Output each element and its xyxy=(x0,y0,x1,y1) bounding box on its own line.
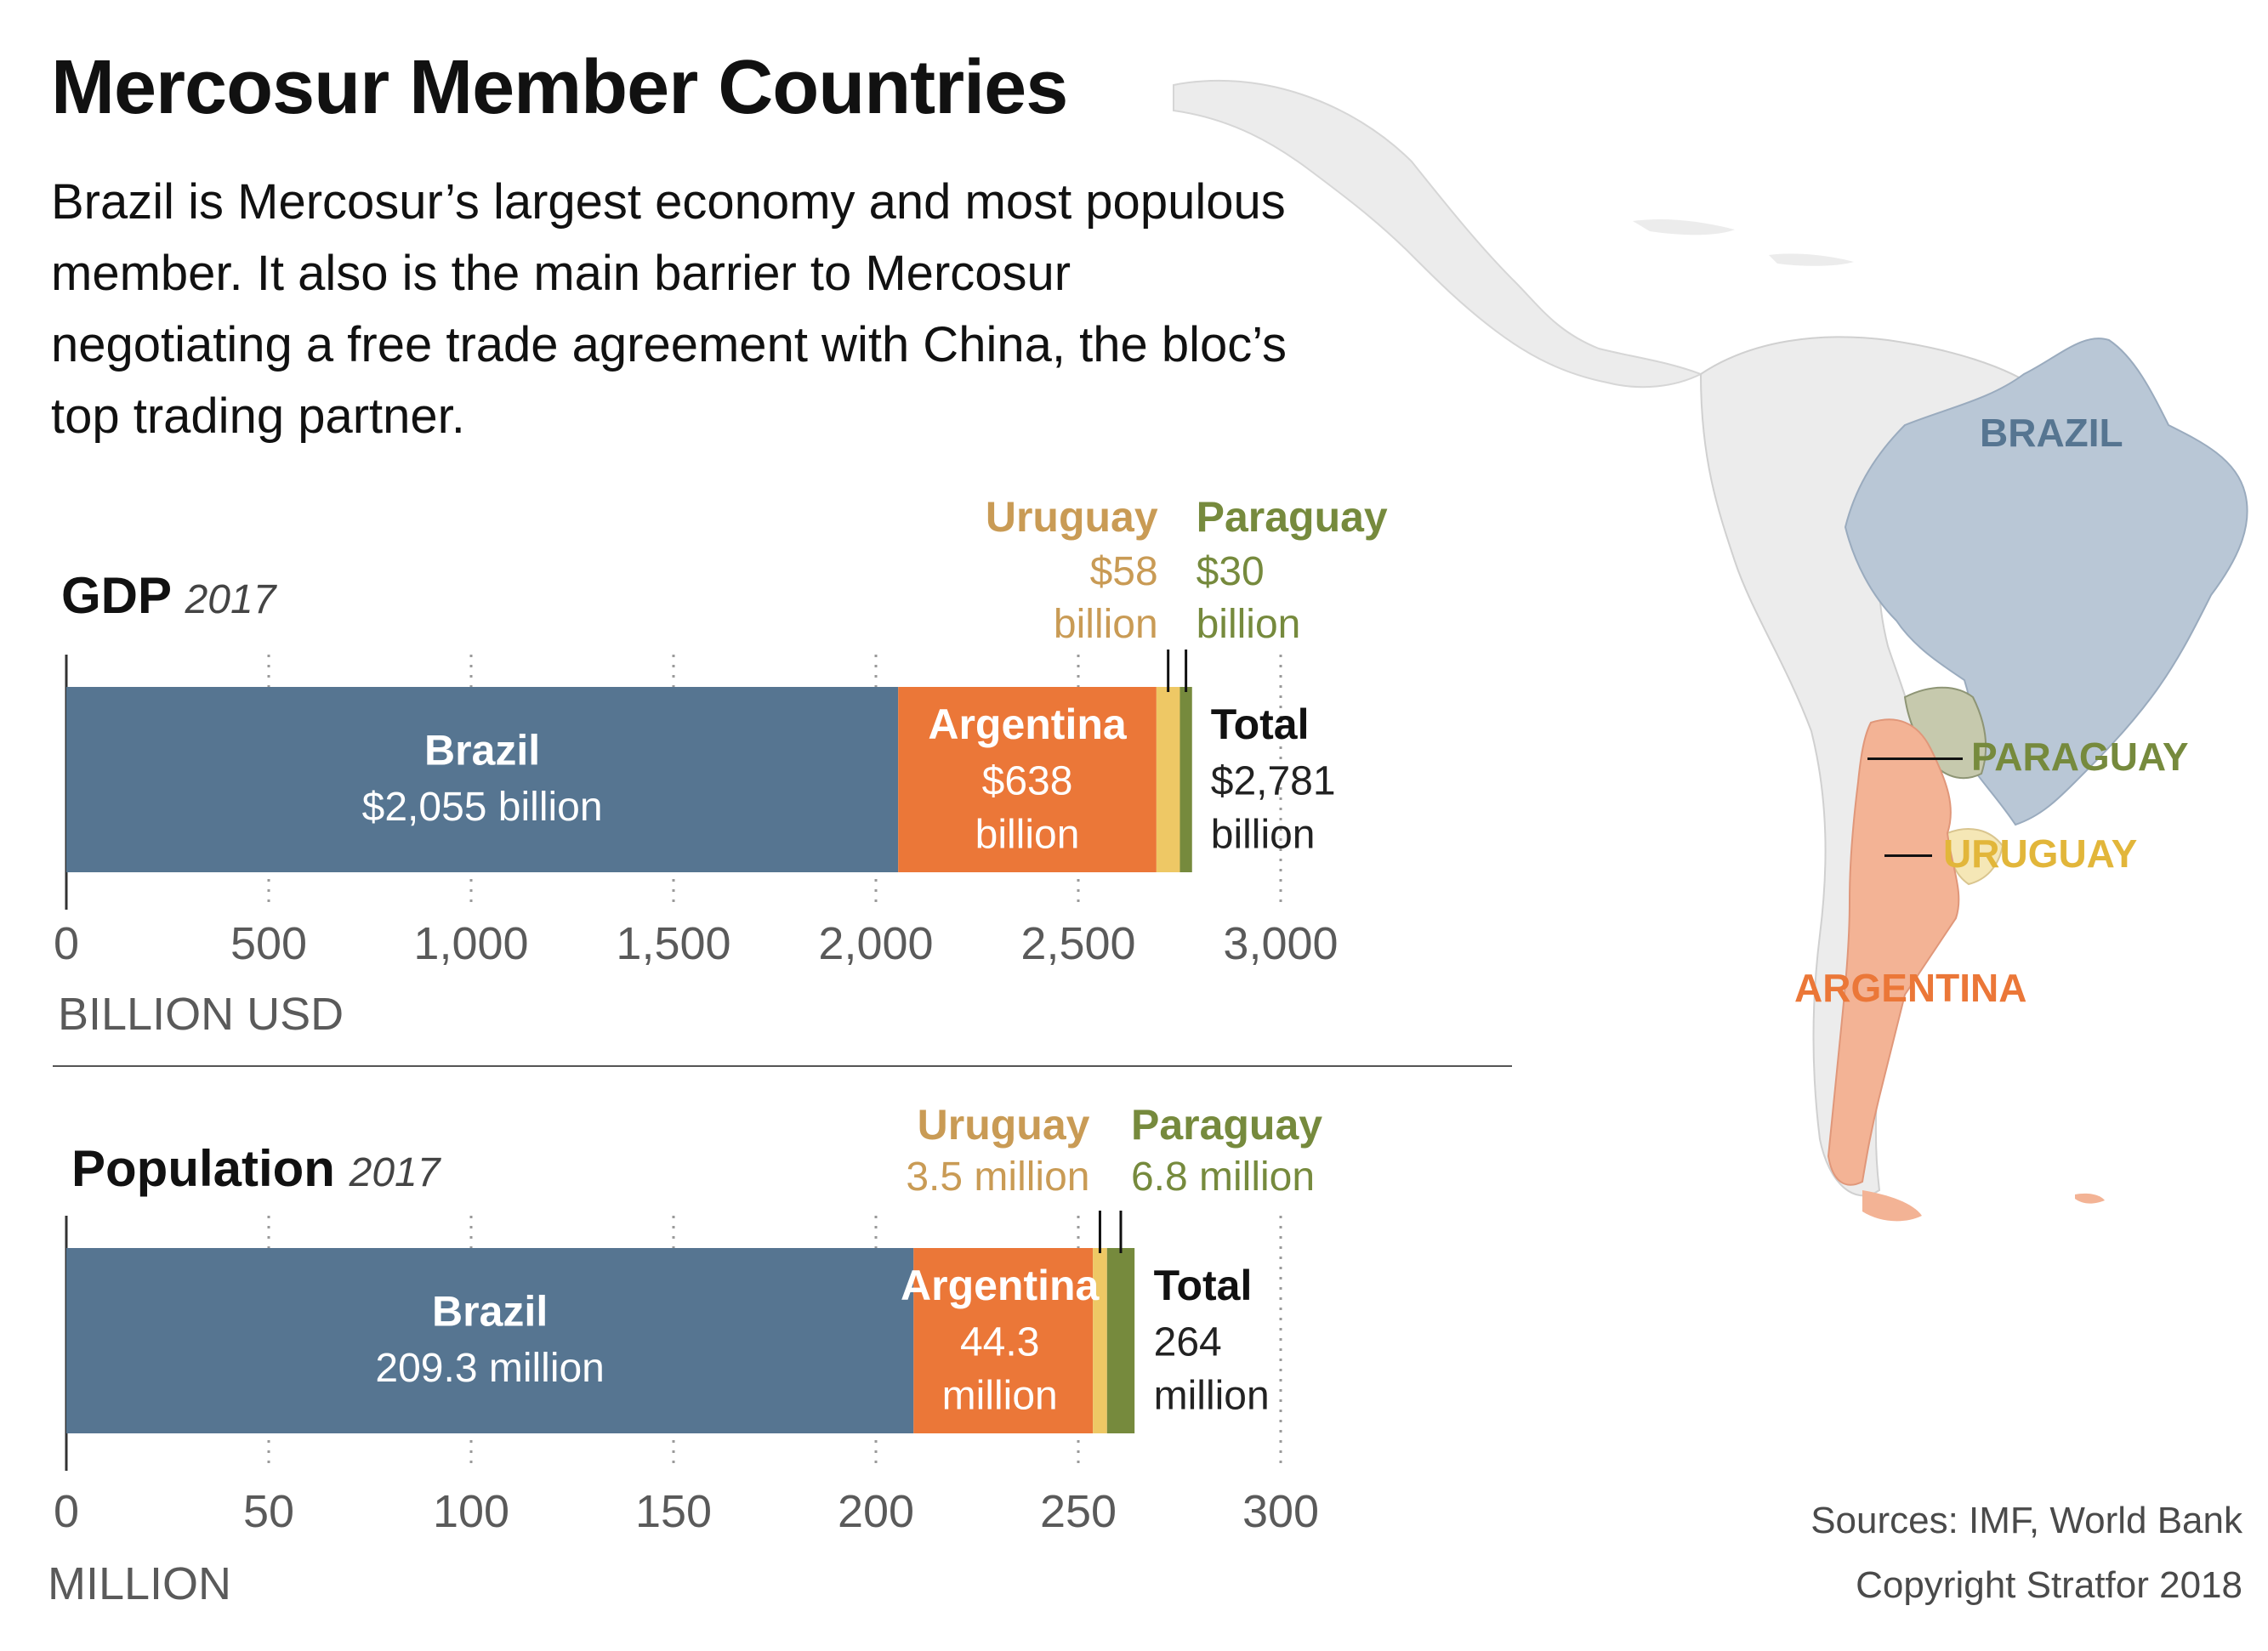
map-label-paraguay: PARAGUAY xyxy=(1971,735,2189,779)
data-label-argentina-name: Argentina xyxy=(901,1262,1100,1309)
data-label-brazil-name: Brazil xyxy=(432,1288,548,1336)
charts-canvas: 0 500 1,000 1,500 2,000 2,500 3,000Brazil$2,05… xyxy=(54,493,1388,1537)
chart-subtitle: Brazil is Mercosur’s largest economy and… xyxy=(51,174,1287,444)
tick-label: 0 xyxy=(54,918,79,969)
data-label-total-name: Total xyxy=(1211,701,1310,748)
data-label-argentina-unit: million xyxy=(942,1374,1058,1419)
bar-brazil xyxy=(66,687,899,872)
tick-label: 3,000 xyxy=(1223,918,1338,969)
gdp-heading: GDP 2017 xyxy=(61,566,276,625)
tick-label: 2,000 xyxy=(818,918,933,969)
map-label-argentina: ARGENTINA xyxy=(1794,966,2027,1010)
bar-paraguay xyxy=(1179,687,1192,872)
bar-paraguay xyxy=(1106,1248,1135,1433)
data-label-uruguay-name: Uruguay xyxy=(986,493,1158,541)
map-argentina xyxy=(1827,718,1960,1186)
data-label-uruguay-unit: billion xyxy=(1054,602,1158,647)
data-label-paraguay-value: 6.8 million xyxy=(1131,1155,1315,1200)
data-label-total-name: Total xyxy=(1154,1262,1253,1309)
data-label-argentina-value: $638 xyxy=(982,758,1073,803)
data-label-total-unit: billion xyxy=(1211,813,1316,858)
data-label-paraguay-value: $30 xyxy=(1197,549,1265,594)
data-label-brazil-value: $2,055 billion xyxy=(362,785,603,830)
gdp-chart: 0 500 1,000 1,500 2,000 2,500 3,000 Brazil $2,05… xyxy=(54,493,1388,969)
data-label-argentina-name: Argentina xyxy=(928,701,1128,748)
data-label-uruguay-name: Uruguay xyxy=(918,1101,1090,1149)
map-leader-uruguay xyxy=(1884,854,1932,857)
tick-label: 150 xyxy=(635,1486,712,1537)
tick-label: 500 xyxy=(230,918,307,969)
data-label-total-value: $2,781 xyxy=(1211,758,1336,803)
tick-label: 50 xyxy=(243,1486,294,1537)
map-leader-paraguay xyxy=(1867,757,1963,760)
data-label-brazil-name: Brazil xyxy=(424,727,540,774)
map-label-brazil: BRAZIL xyxy=(1980,411,2123,455)
map-label-uruguay: URUGUAY xyxy=(1943,831,2138,876)
bar-uruguay xyxy=(1093,1248,1107,1433)
tick-label: 0 xyxy=(54,1486,79,1537)
bar-argentina xyxy=(898,687,1157,872)
sources-text: Sources: IMF, World Bank xyxy=(1810,1500,2242,1541)
gdp-heading-year: 2017 xyxy=(185,577,276,622)
bar-argentina xyxy=(913,1248,1094,1433)
population-axis-unit: MILLION xyxy=(48,1558,232,1609)
data-label-argentina-unit: billion xyxy=(975,813,1080,858)
tick-label: 100 xyxy=(433,1486,509,1537)
data-label-brazil-value: 209.3 million xyxy=(375,1346,604,1391)
section-divider xyxy=(53,1065,1512,1067)
tick-label: 250 xyxy=(1040,1486,1117,1537)
tick-label: 1,500 xyxy=(616,918,730,969)
population-heading: Population 2017 xyxy=(71,1139,440,1198)
chart-title: Mercosur Member Countries xyxy=(51,45,1068,130)
gdp-axis-unit: BILLION USD xyxy=(58,989,344,1040)
data-label-argentina-value: 44.3 xyxy=(960,1319,1039,1364)
population-heading-year: 2017 xyxy=(349,1150,441,1195)
data-label-total-value: 264 xyxy=(1154,1319,1222,1364)
data-label-uruguay-value: 3.5 million xyxy=(906,1155,1089,1200)
map-brazil xyxy=(1844,338,2248,826)
data-label-paraguay-unit: billion xyxy=(1197,602,1301,647)
tick-label: 200 xyxy=(838,1486,914,1537)
data-label-paraguay-name: Paraguay xyxy=(1197,493,1388,541)
tick-label: 300 xyxy=(1242,1486,1319,1537)
data-label-uruguay-value: $58 xyxy=(1090,549,1158,594)
gdp-heading-label: GDP xyxy=(61,567,171,624)
south-america-map xyxy=(1173,79,2248,1222)
tick-label: 1,000 xyxy=(413,918,528,969)
copyright-text: Copyright Stratfor 2018 xyxy=(1856,1564,2242,1606)
population-chart: 0 50 100 150 200 250 300 Brazil 209.3 million Arg… xyxy=(54,1101,1322,1537)
bar-uruguay xyxy=(1156,687,1180,872)
population-heading-label: Population xyxy=(71,1140,335,1197)
bar-brazil xyxy=(66,1248,914,1433)
tick-label: 2,500 xyxy=(1020,918,1135,969)
data-label-paraguay-name: Paraguay xyxy=(1131,1101,1322,1149)
data-label-total-unit: million xyxy=(1154,1374,1270,1419)
